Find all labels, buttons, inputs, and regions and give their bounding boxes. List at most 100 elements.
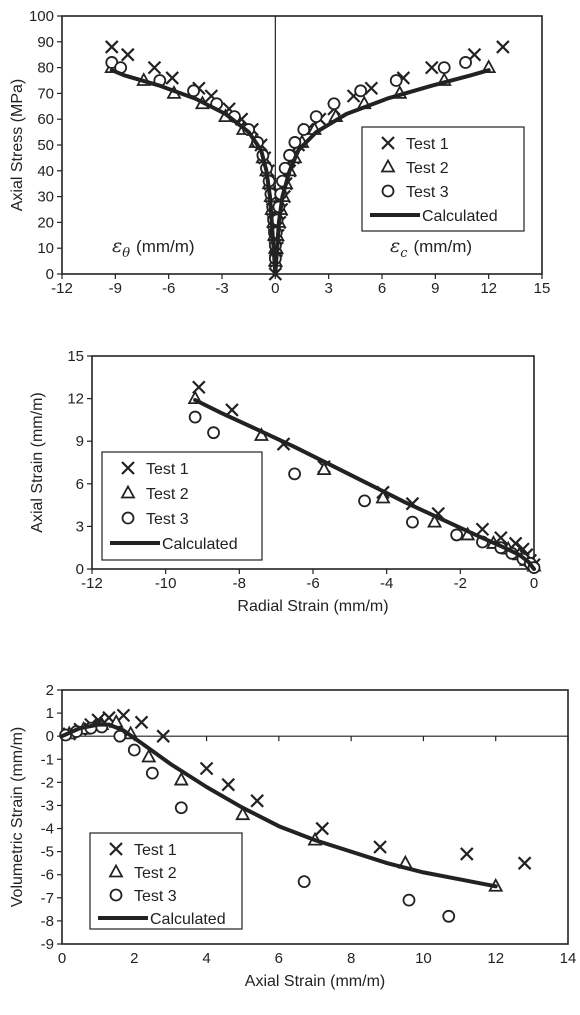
legend-label: Calculated [422, 208, 498, 225]
data-point [199, 761, 214, 776]
series-calculated [60, 722, 498, 889]
x-tick-label: -9 [109, 280, 122, 297]
x-tick-label: -6 [306, 575, 319, 592]
x-tick-label: 12 [480, 280, 497, 297]
legend-marker [381, 184, 395, 198]
data-point [427, 513, 443, 528]
x-tick-label: 6 [275, 950, 283, 967]
x-tick-label: -10 [155, 575, 177, 592]
legend-marker [109, 888, 123, 902]
legend-marker [120, 484, 136, 499]
y-tick-label: 20 [37, 214, 54, 231]
calculated-line [273, 68, 491, 276]
y-tick-label: -6 [41, 867, 54, 884]
epsilon-theta-annotation: εθ (mm/m) [112, 235, 195, 261]
data-point [297, 875, 311, 889]
data-point [375, 489, 391, 504]
data-point [165, 71, 179, 85]
y-tick-label: 80 [37, 60, 54, 77]
data-point [496, 40, 510, 54]
x-tick-label: 3 [324, 280, 332, 297]
y-tick-label: 50 [37, 137, 54, 154]
data-point [156, 729, 170, 743]
x-tick-label: -12 [81, 575, 103, 592]
y-tick-label: 60 [37, 111, 54, 128]
data-point [373, 840, 387, 854]
plot-frame [61, 689, 569, 945]
y-tick-label: 0 [76, 561, 84, 578]
y-tick-label: -9 [41, 936, 54, 953]
data-point [250, 794, 264, 808]
legend-label: Calculated [150, 911, 226, 928]
x-tick-label: -2 [454, 575, 467, 592]
x-tick-label: -12 [51, 280, 73, 297]
legend-label: Calculated [162, 536, 238, 553]
chart-3: 0 2 4 6 8 10 12 14210-1-2-3-4-5-6-7-8-9Volumetr… [9, 682, 576, 990]
x-axis-label: Radial Strain (mm/m) [237, 598, 388, 615]
legend-marker [381, 136, 395, 150]
data-point [207, 426, 220, 440]
data-point [358, 494, 371, 508]
y-tick-label: 0 [46, 728, 54, 745]
epsilon-c-annotation: εc (mm/m) [390, 235, 472, 261]
x-tick-label: 12 [487, 950, 504, 967]
epsilon-symbol: ε [390, 235, 400, 257]
data-point [174, 801, 188, 815]
y-axis-label: Axial Strain (mm/m) [29, 392, 46, 532]
y-tick-label: 70 [37, 85, 54, 102]
calculated-line [193, 398, 536, 571]
data-point [309, 110, 323, 124]
x-tick-label: -4 [380, 575, 393, 592]
data-point [475, 522, 490, 537]
data-point [402, 893, 416, 907]
data-point [297, 123, 311, 136]
data-point [288, 136, 302, 149]
y-tick-label: 1 [46, 705, 54, 722]
y-tick-label: 15 [67, 348, 84, 365]
data-point [517, 856, 532, 870]
data-point [389, 74, 403, 87]
x-tick-label: -8 [233, 575, 246, 592]
legend-marker [380, 158, 396, 173]
data-point [188, 410, 202, 424]
legend-label: Test 3 [134, 888, 177, 905]
data-point [141, 748, 157, 763]
y-tick-label: -7 [41, 890, 54, 907]
legend-marker [121, 511, 135, 525]
x-tick-label: 0 [530, 575, 538, 592]
x-tick-label: 9 [431, 280, 439, 297]
y-tick-label: 10 [37, 240, 54, 257]
theta-subscript: θ [122, 246, 130, 261]
legend-marker [109, 842, 123, 856]
legend-label: Test 3 [146, 511, 189, 528]
calculated-line [60, 722, 498, 889]
legend-label: Test 1 [406, 136, 449, 153]
x-tick-label: 2 [130, 950, 138, 967]
x-axis-label: Axial Strain (mm/m) [245, 973, 385, 990]
y-tick-label: -4 [41, 821, 54, 838]
legend: Test 1 Test 2 Test 3 Calculated [361, 126, 525, 232]
epsilon-symbol: ε [112, 235, 122, 257]
y-tick-label: 9 [76, 433, 84, 450]
data-point [316, 461, 332, 475]
data-point [235, 806, 251, 821]
y-tick-label: 90 [37, 34, 54, 51]
legend-label: Test 2 [134, 865, 177, 882]
data-point [116, 708, 131, 723]
data-point [315, 821, 330, 836]
legend-label: Test 2 [146, 486, 189, 503]
data-point [105, 40, 119, 54]
y-tick-label: 6 [76, 476, 84, 493]
data-point [221, 777, 236, 792]
data-point [327, 97, 341, 111]
data-point [147, 60, 162, 75]
x-tick-label: 0 [271, 280, 279, 297]
legend-marker [121, 461, 135, 475]
y-tick-label: 40 [37, 163, 54, 180]
y-tick-label: -3 [41, 797, 54, 814]
x-tick-label: 15 [534, 280, 551, 297]
unit-label: (mm/m) [136, 237, 195, 256]
y-tick-label: 12 [67, 391, 84, 408]
data-point [354, 84, 368, 98]
